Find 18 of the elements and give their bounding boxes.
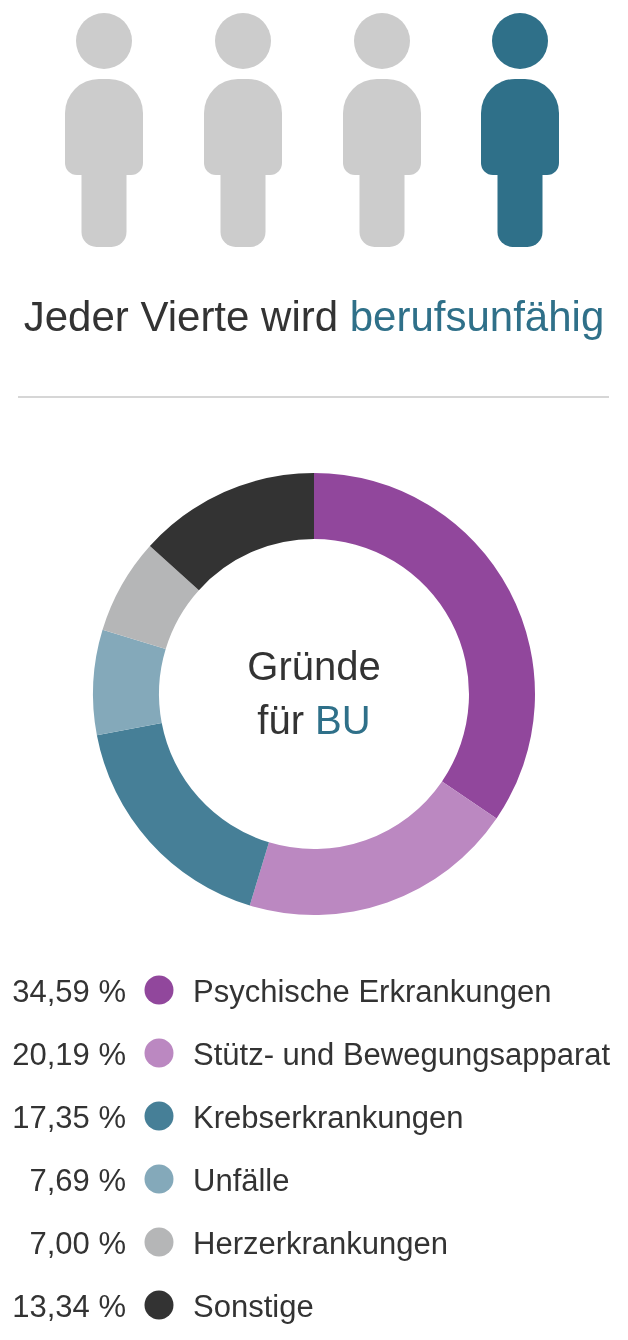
legend-label: Unfälle bbox=[193, 1163, 290, 1198]
legend-label: Herzerkrankungen bbox=[193, 1226, 449, 1261]
donut-slice bbox=[102, 545, 199, 649]
text: Gründe für BU bbox=[247, 644, 381, 742]
legend-label: Psychische Erkrankungen bbox=[193, 974, 552, 1009]
donut-slice bbox=[93, 629, 166, 736]
data-label: 13,34 % bbox=[12, 1289, 126, 1324]
data-label: 7,69 % bbox=[29, 1163, 126, 1198]
data-label: 7,00 % bbox=[29, 1226, 126, 1261]
data-label: 20,19 % bbox=[12, 1037, 126, 1072]
data-label: 17,35 % bbox=[12, 1100, 126, 1135]
donut-slice bbox=[249, 781, 497, 915]
legend-label: Stütz- und Bewegungsapparat bbox=[193, 1037, 611, 1072]
donut-slice bbox=[149, 473, 314, 591]
legend-label: Krebserkrankungen bbox=[193, 1100, 464, 1135]
data-label: 34,59 % bbox=[12, 974, 126, 1009]
chart-title: Jeder Vierte wird berufsunfähig bbox=[23, 293, 605, 340]
legend-label: Sonstige bbox=[193, 1289, 314, 1324]
